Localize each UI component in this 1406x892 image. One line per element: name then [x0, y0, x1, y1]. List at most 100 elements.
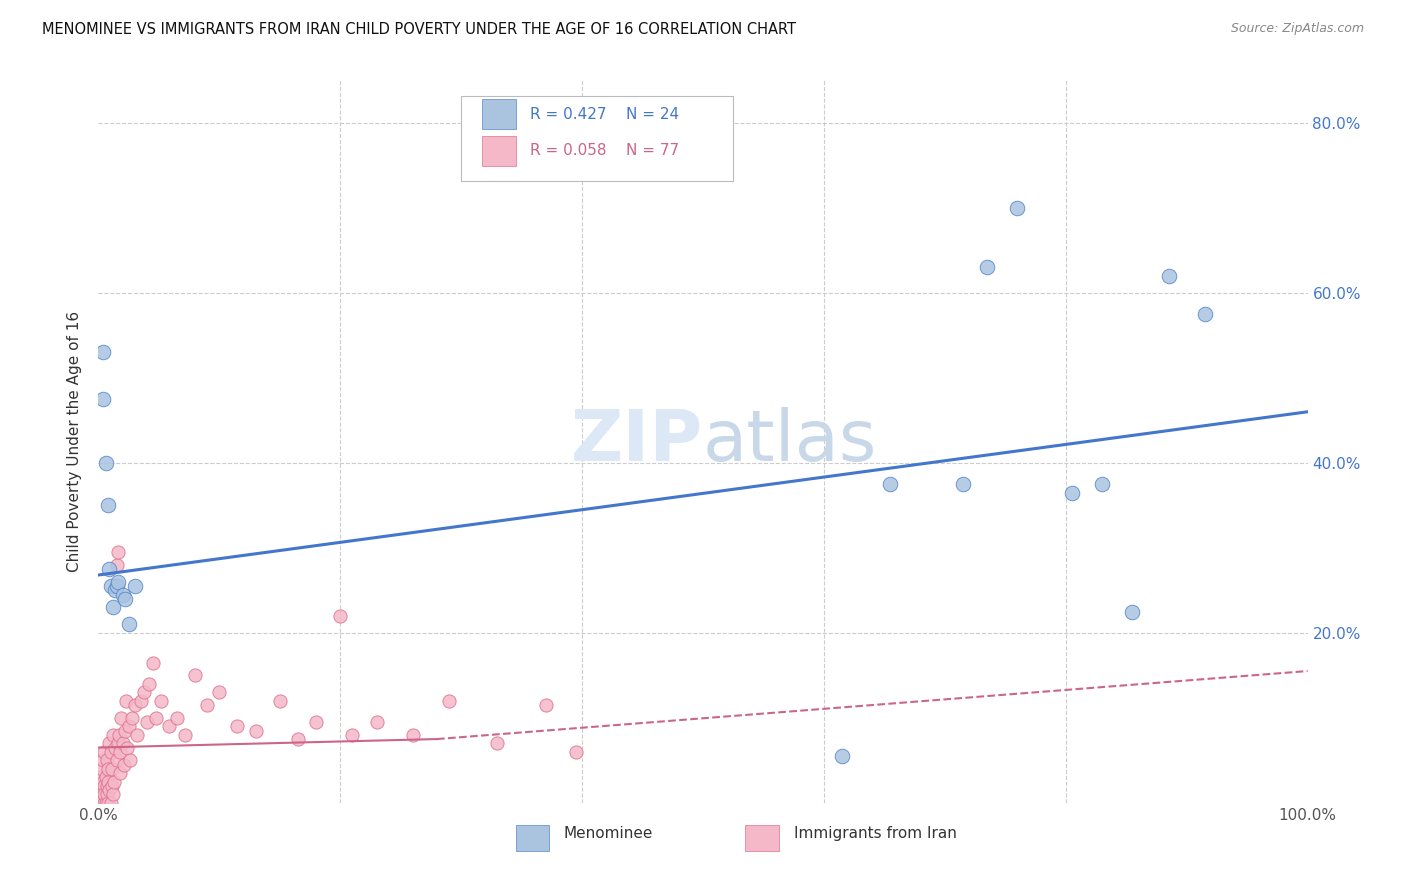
Point: [90, 779, 112, 793]
Point: [104, 583, 127, 598]
Point: [91, 753, 114, 767]
Text: Menominee: Menominee: [564, 826, 654, 841]
Point: [91, 787, 114, 801]
Point: [89, 787, 111, 801]
Point: [117, 740, 139, 755]
Point: [97, 498, 120, 512]
Point: [114, 723, 136, 738]
Point: [127, 728, 149, 742]
Point: [114, 591, 136, 606]
Point: [118, 719, 141, 733]
Point: [94, 770, 117, 784]
Text: Immigrants from Iran: Immigrants from Iran: [794, 826, 956, 841]
Point: [105, 579, 128, 593]
Point: [101, 787, 124, 801]
Point: [94, 796, 117, 810]
Point: [108, 745, 131, 759]
Point: [208, 685, 231, 699]
Point: [93, 796, 115, 810]
Point: [100, 779, 122, 793]
Point: [110, 711, 132, 725]
Point: [100, 579, 122, 593]
Point: [402, 728, 425, 742]
Point: [115, 694, 138, 708]
Point: [565, 745, 588, 759]
Point: [107, 736, 129, 750]
Point: [245, 723, 267, 738]
Point: [98, 783, 121, 797]
Point: [108, 728, 131, 742]
Point: [118, 753, 141, 767]
Point: [157, 719, 180, 733]
FancyBboxPatch shape: [482, 99, 516, 129]
Point: [108, 766, 131, 780]
Point: [91, 791, 114, 805]
Point: [93, 745, 115, 759]
Point: [1157, 268, 1180, 283]
Point: [103, 774, 125, 789]
Point: [101, 600, 124, 615]
Point: [90, 791, 112, 805]
Point: [91, 762, 114, 776]
Point: [90, 796, 112, 810]
Point: [96, 779, 118, 793]
Point: [118, 617, 141, 632]
Point: [976, 260, 998, 275]
Point: [124, 698, 146, 712]
Point: [91, 796, 114, 810]
Point: [105, 558, 128, 572]
Point: [93, 787, 115, 801]
Point: [486, 736, 509, 750]
Point: [1121, 605, 1143, 619]
Point: [107, 545, 129, 559]
Text: Source: ZipAtlas.com: Source: ZipAtlas.com: [1230, 22, 1364, 36]
Point: [97, 774, 120, 789]
FancyBboxPatch shape: [461, 96, 734, 181]
Point: [1091, 477, 1114, 491]
Point: [107, 574, 129, 589]
Point: [342, 728, 364, 742]
Point: [96, 787, 118, 801]
Point: [124, 579, 146, 593]
Text: R = 0.427    N = 24: R = 0.427 N = 24: [530, 107, 679, 122]
Point: [329, 608, 352, 623]
Point: [105, 753, 128, 767]
Point: [195, 698, 218, 712]
Point: [91, 392, 114, 406]
Point: [121, 711, 143, 725]
Point: [111, 736, 134, 750]
FancyBboxPatch shape: [745, 825, 779, 851]
Point: [98, 736, 121, 750]
Text: atlas: atlas: [703, 407, 877, 476]
FancyBboxPatch shape: [482, 136, 516, 166]
Point: [1194, 307, 1216, 321]
Point: [96, 753, 118, 767]
Point: [134, 685, 156, 699]
Point: [437, 694, 460, 708]
Point: [150, 694, 173, 708]
Point: [534, 698, 557, 712]
Point: [91, 774, 114, 789]
Point: [100, 745, 122, 759]
Point: [97, 762, 120, 776]
Point: [145, 711, 167, 725]
Point: [174, 728, 197, 742]
Point: [112, 757, 135, 772]
Point: [100, 796, 122, 810]
Point: [952, 477, 974, 491]
Point: [269, 694, 291, 708]
Y-axis label: Child Poverty Under the Age of 16: Child Poverty Under the Age of 16: [67, 311, 83, 572]
Point: [1007, 201, 1029, 215]
Point: [166, 711, 188, 725]
Point: [129, 694, 152, 708]
Point: [97, 796, 120, 810]
Point: [184, 668, 207, 682]
Point: [111, 588, 134, 602]
Point: [879, 477, 901, 491]
Point: [98, 562, 121, 576]
Point: [94, 456, 117, 470]
Text: R = 0.058    N = 77: R = 0.058 N = 77: [530, 144, 679, 159]
Point: [89, 770, 111, 784]
Point: [138, 677, 160, 691]
Point: [101, 728, 124, 742]
